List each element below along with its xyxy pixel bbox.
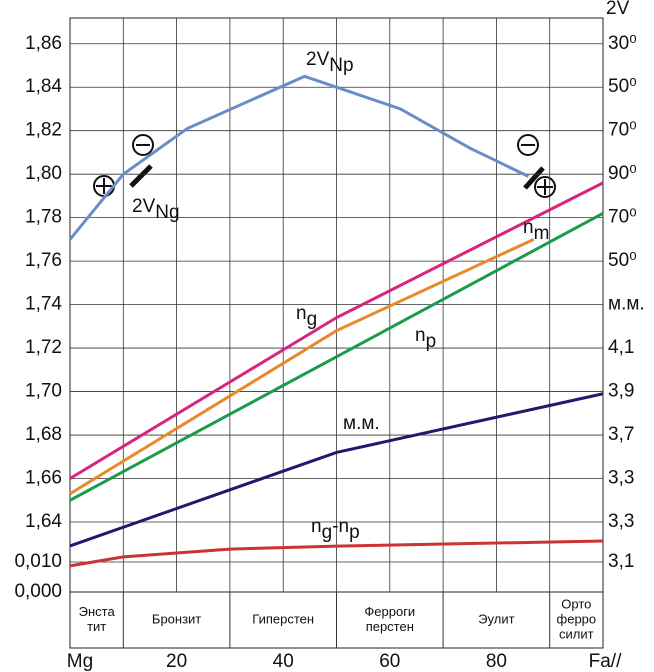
x-tick-label: 60 [379, 651, 400, 672]
y-tick-label: 1,72 [25, 337, 62, 358]
annotation-part: n [523, 217, 534, 238]
plus-sign [534, 176, 556, 198]
series-line [69, 392, 604, 548]
annotation-part: g [307, 309, 318, 330]
band-label: Орто [561, 596, 591, 611]
right-axis-label: 30⁰ [608, 33, 637, 54]
series-line [69, 181, 604, 480]
y-tick-label: 1,70 [25, 381, 62, 402]
annotation-part: м.м. [343, 413, 380, 434]
right-axis-label: 3,3 [608, 511, 634, 532]
right-axis-label: 70⁰ [608, 120, 637, 141]
annotation-part: 2V [132, 196, 156, 217]
band-label: Эулит [478, 611, 514, 626]
right-axis-label: 3,1 [608, 551, 634, 572]
y-tick-label: 1,82 [25, 120, 62, 141]
annotation-part: n [311, 516, 322, 537]
y-tick-label: 1,76 [25, 250, 62, 271]
annotation-part: Np [329, 55, 353, 76]
plus-sign [96, 178, 112, 194]
annotation: м.м. [343, 413, 380, 434]
right-axis-label: 4,1 [608, 337, 634, 358]
band-label: Гиперстен [252, 611, 314, 626]
right-axis-label: 70⁰ [608, 207, 637, 228]
band-label: силит [559, 626, 594, 641]
annotation: 2VNp [306, 49, 354, 76]
y-tick-label: 1,74 [25, 294, 62, 315]
right-axis-label: 50⁰ [608, 76, 637, 97]
right-axis-label: м.м. [608, 294, 645, 315]
y2-tick-label: 0,000 [14, 581, 62, 602]
right-axis-label: 50⁰ [608, 250, 637, 271]
right-axis-label: 3,3 [608, 468, 634, 489]
y2-tick-label: 0,010 [14, 551, 62, 572]
right-axis-label: 3,9 [608, 381, 634, 402]
series-line [68, 74, 530, 241]
sign-change-mark [129, 164, 545, 190]
x-tick-label: Mg [67, 651, 93, 672]
y-tick-label: 1,78 [25, 207, 62, 228]
annotation-part: Ng [155, 202, 179, 223]
annotation-part: p [349, 522, 360, 543]
y-tick-label: 1,80 [25, 163, 62, 184]
series-line [69, 238, 535, 496]
minus-sign [132, 134, 154, 156]
annotation-part: -n [332, 516, 349, 537]
x-tick-label: 20 [166, 651, 187, 672]
band-label: Ферроги [364, 604, 415, 619]
right-axis-label: 90⁰ [608, 163, 637, 184]
y-tick-label: 1,84 [25, 76, 62, 97]
series-line [69, 539, 604, 568]
x-tick-label: 80 [486, 651, 507, 672]
sign-marks [93, 134, 556, 198]
band-label: перстен [366, 619, 414, 634]
annotation-part: 2V [306, 49, 330, 70]
minus-sign [517, 134, 539, 156]
x-tick-label: 40 [273, 651, 294, 672]
annotation-part: p [426, 331, 437, 352]
y-tick-label: 1,66 [25, 468, 62, 489]
band-label: ферро [557, 611, 597, 626]
annotation-part: g [322, 522, 333, 543]
band-label: тит [87, 619, 106, 634]
band-label: Бронзит [152, 611, 201, 626]
annotation-part: n [415, 325, 426, 346]
annotation-part: n [296, 303, 307, 324]
series-line [69, 211, 604, 502]
right-axis-label: 3,7 [608, 424, 634, 445]
plus-sign [537, 179, 553, 195]
band-label: Энста [79, 604, 116, 619]
y-tick-label: 1,86 [25, 33, 62, 54]
annotation: ng-np [311, 516, 360, 543]
y-tick-label: 1,64 [25, 511, 62, 532]
x-tick-label: Fa// [589, 651, 622, 672]
right-axis-title: 2V [606, 0, 630, 19]
annotation: np [415, 325, 436, 352]
annotation-part: m [534, 223, 550, 244]
annotation: 2VNg [132, 196, 180, 223]
annotation: ng [296, 303, 317, 330]
annotation: nm [523, 217, 549, 244]
y-tick-label: 1,68 [25, 424, 62, 445]
